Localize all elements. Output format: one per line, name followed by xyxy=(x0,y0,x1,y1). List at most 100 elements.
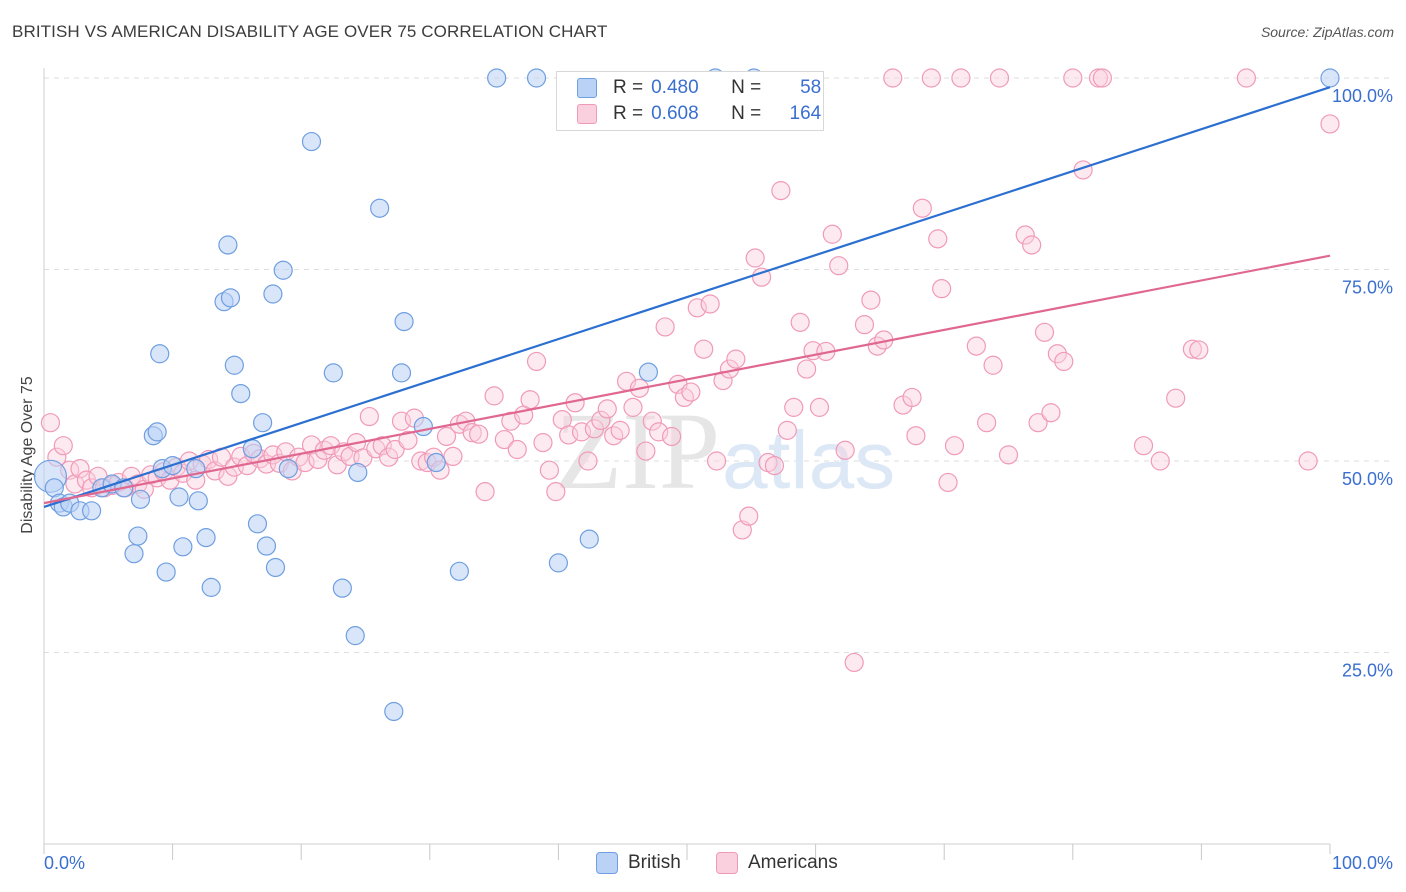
british-n-value: 58 xyxy=(800,77,822,98)
american-point-158 xyxy=(1166,388,1186,408)
american-point-141 xyxy=(977,413,997,433)
x-tick-label-100: 100.0% xyxy=(1332,853,1393,873)
american-point-117 xyxy=(796,359,817,379)
british-trend-line xyxy=(43,86,1331,509)
series-legend: British Americans xyxy=(0,852,1406,876)
british-point-39 xyxy=(323,363,343,383)
american-point-132 xyxy=(906,426,926,446)
british-point-54 xyxy=(638,362,659,382)
british-point-30 xyxy=(242,439,262,459)
american-point-123 xyxy=(835,440,855,460)
american-point-66 xyxy=(462,423,482,443)
british-point-24 xyxy=(201,577,221,597)
american-point-78 xyxy=(546,482,566,502)
british-point-40 xyxy=(332,578,352,598)
british-point-33 xyxy=(256,536,277,556)
american-point-70 xyxy=(494,429,514,450)
american-point-110 xyxy=(751,267,772,287)
chart-title: BRITISH VS AMERICAN DISABILITY AGE OVER … xyxy=(12,22,608,41)
american-point-112 xyxy=(764,455,785,476)
american-point-93 xyxy=(642,411,662,431)
american-point-156 xyxy=(1133,436,1154,456)
american-point-53 xyxy=(379,447,399,467)
american-point-161 xyxy=(1236,68,1257,88)
british-point-31 xyxy=(247,514,268,534)
british-point-51 xyxy=(526,68,547,88)
british-point-10 xyxy=(124,544,144,564)
british-point-37 xyxy=(278,459,298,479)
american-point-155 xyxy=(1092,68,1112,88)
american-point-121 xyxy=(822,224,842,244)
american-point-86 xyxy=(597,399,617,419)
british-point-28 xyxy=(224,355,244,375)
american-point-149 xyxy=(1041,403,1061,423)
american-point-137 xyxy=(938,472,958,493)
american-point-114 xyxy=(777,420,797,440)
x-tick-label-0: 0.0% xyxy=(44,853,85,873)
british-point-27 xyxy=(220,288,241,308)
american-point-151 xyxy=(1054,351,1074,372)
american-point-87 xyxy=(604,426,624,446)
americans-legend-label: Americans xyxy=(748,852,838,873)
american-point-131 xyxy=(902,387,922,408)
british-legend-label: British xyxy=(628,852,681,873)
british-point-53 xyxy=(579,529,599,549)
british-point-52 xyxy=(548,553,569,573)
american-point-74 xyxy=(520,390,540,410)
americans-swatch xyxy=(577,104,597,124)
american-point-136 xyxy=(932,279,952,299)
british-point-12 xyxy=(130,489,151,509)
american-point-150 xyxy=(1047,344,1067,364)
legend-item-british[interactable]: British xyxy=(596,852,681,874)
british-n-label: N = xyxy=(731,77,762,98)
british-legend-swatch xyxy=(596,852,618,874)
american-point-163 xyxy=(1320,114,1340,134)
american-point-144 xyxy=(998,445,1019,465)
british-point-45 xyxy=(391,363,412,383)
american-point-98 xyxy=(674,387,695,408)
american-point-162 xyxy=(1298,451,1318,471)
american-point-0 xyxy=(40,413,61,433)
legend-item-americans[interactable]: Americans xyxy=(716,852,838,874)
americans-n-value: 164 xyxy=(789,103,822,124)
gridlines xyxy=(44,77,1393,653)
americans-r-label: R = xyxy=(613,103,644,124)
american-point-68 xyxy=(475,482,495,502)
british-point-15 xyxy=(150,344,170,364)
british-point-46 xyxy=(394,311,414,332)
y-tick-labels: 25.0% 50.0% 75.0% 100.0% xyxy=(1332,86,1393,681)
american-point-145 xyxy=(1015,225,1035,245)
watermark-zip: ZIP xyxy=(555,390,720,512)
source-label: Source: ZipAtlas.com xyxy=(1260,24,1394,40)
legend-row-americans: R = 0.608 N = 164 xyxy=(577,102,821,126)
american-point-92 xyxy=(636,441,656,461)
american-point-147 xyxy=(1028,413,1048,433)
british-point-49 xyxy=(449,561,469,581)
y-tick-label-75: 75.0% xyxy=(1342,278,1393,298)
american-point-2 xyxy=(53,436,73,456)
american-point-56 xyxy=(398,430,418,450)
british-point-22 xyxy=(188,491,208,511)
y-tick-label-100: 100.0% xyxy=(1332,86,1393,106)
american-point-63 xyxy=(443,446,463,467)
trend-lines xyxy=(43,86,1331,509)
americans-trend-line xyxy=(43,254,1331,505)
british-point-20 xyxy=(173,537,193,557)
american-point-103 xyxy=(706,451,727,471)
british-point-38 xyxy=(301,131,322,152)
american-point-76 xyxy=(533,433,553,453)
british-point-19 xyxy=(169,487,189,507)
american-point-138 xyxy=(944,436,965,456)
american-point-119 xyxy=(809,397,830,417)
american-point-142 xyxy=(983,355,1003,375)
american-point-72 xyxy=(507,439,527,460)
american-point-146 xyxy=(1022,235,1042,255)
american-point-125 xyxy=(854,315,875,335)
american-point-99 xyxy=(681,382,701,402)
axes xyxy=(43,68,1331,860)
british-point-41 xyxy=(345,626,365,646)
american-point-160 xyxy=(1189,340,1209,360)
american-point-75 xyxy=(526,351,547,372)
americans-r-value: 0.608 xyxy=(651,103,699,124)
